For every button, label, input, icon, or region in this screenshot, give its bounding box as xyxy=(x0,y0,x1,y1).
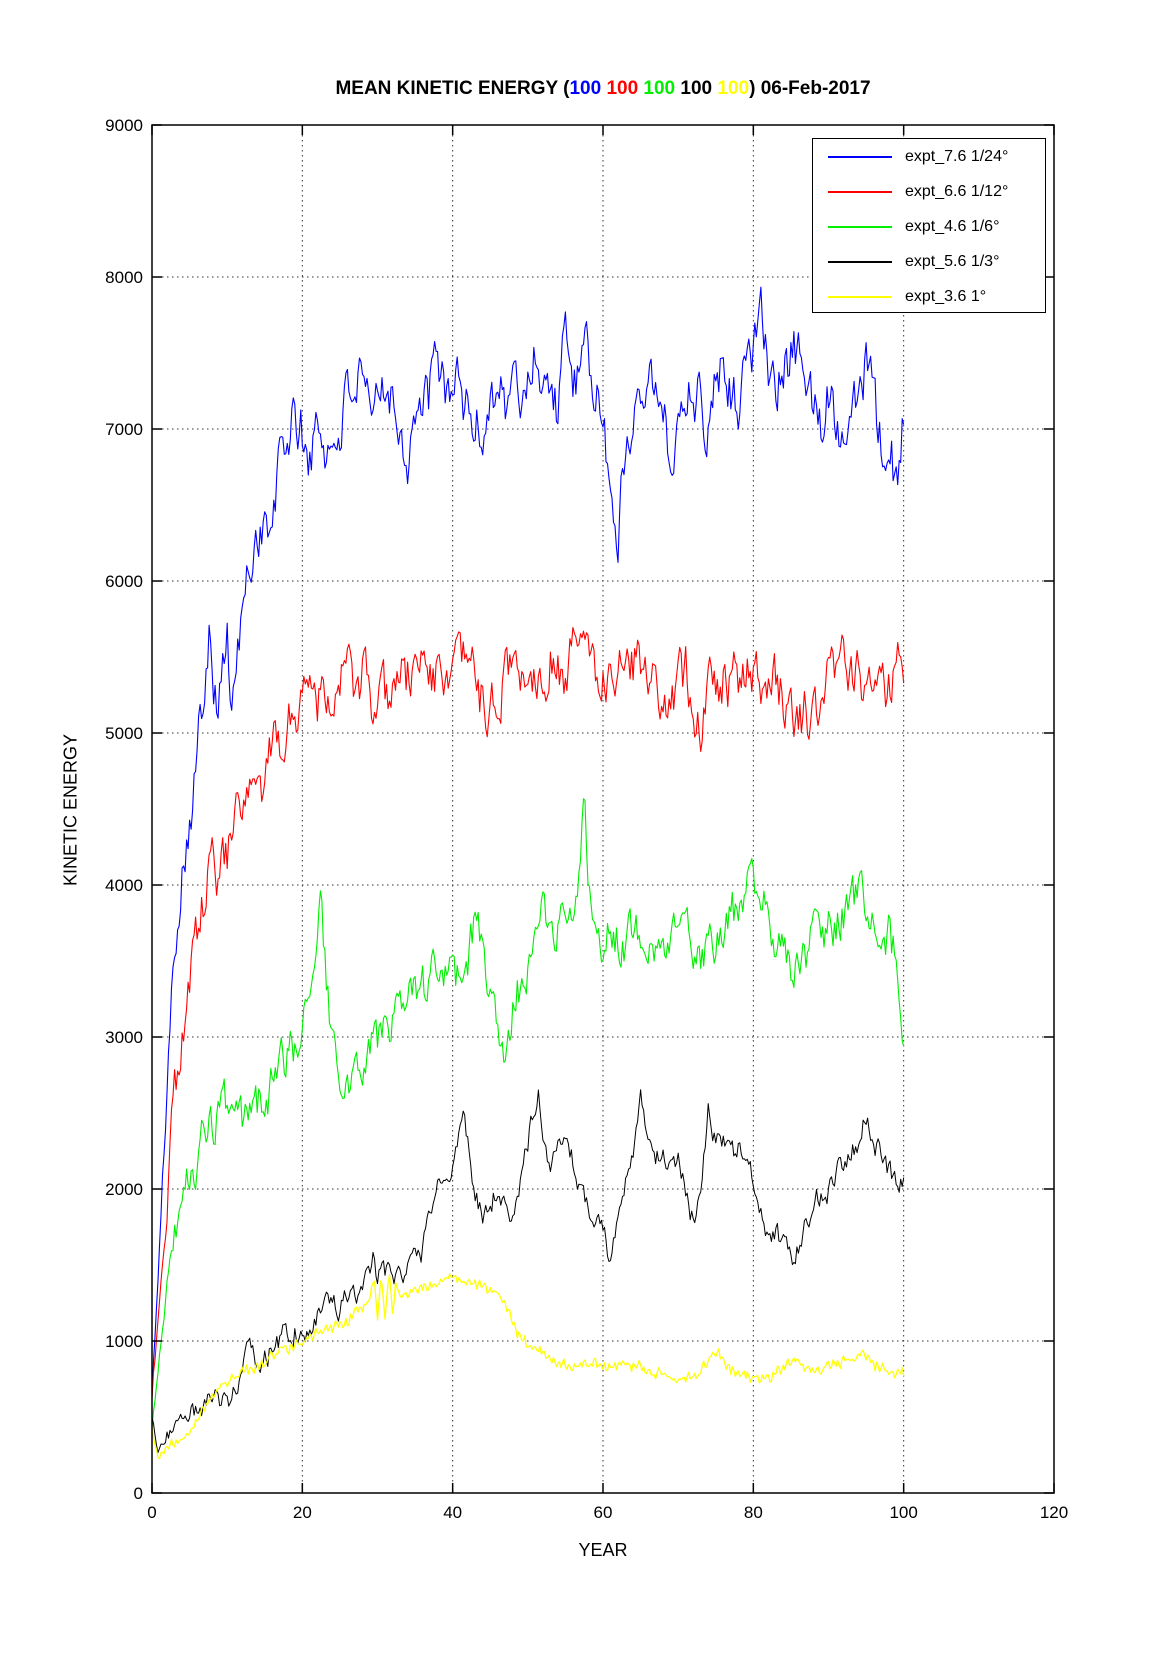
title-segment: 100 xyxy=(717,78,750,99)
chart-title: MEAN KINETIC ENERGY (100 100 100 100 100… xyxy=(152,78,1054,100)
legend-line-sample xyxy=(828,225,892,228)
legend-label: expt_4.6 1/6° xyxy=(905,217,1000,235)
title-segment: MEAN KINETIC ENERGY ( xyxy=(335,78,570,99)
legend-label: expt_7.6 1/24° xyxy=(905,147,1009,165)
series-line-expt_3.6 xyxy=(151,1273,905,1460)
legend-label: expt_6.6 1/12° xyxy=(905,182,1009,200)
legend-line-sample xyxy=(828,295,892,298)
legend-item: expt_4.6 1/6° xyxy=(813,209,1045,244)
title-segment: 100 xyxy=(643,78,676,99)
legend-label: expt_5.6 1/3° xyxy=(905,252,1000,270)
legend-label: expt_3.6 1° xyxy=(905,287,987,305)
title-segment: 100 xyxy=(569,78,602,99)
series-line-expt_5.6 xyxy=(151,1089,905,1453)
legend-item: expt_7.6 1/24° xyxy=(813,139,1045,174)
title-segment: 100 xyxy=(680,78,713,99)
legend-item: expt_3.6 1° xyxy=(813,279,1045,314)
series-line-expt_6.6 xyxy=(151,626,905,1399)
legend-line-sample xyxy=(828,260,892,263)
title-segment: 100 xyxy=(606,78,639,99)
series-line-expt_7.6 xyxy=(151,286,905,1392)
x-axis-label: YEAR xyxy=(578,1540,628,1560)
legend-line-sample xyxy=(828,155,892,158)
title-segment: ) 06-Feb-2017 xyxy=(749,78,871,99)
legend: expt_7.6 1/24° expt_6.6 1/12° expt_4.6 1/6… xyxy=(812,138,1046,313)
legend-item: expt_5.6 1/3° xyxy=(813,244,1045,279)
legend-item: expt_6.6 1/12° xyxy=(813,174,1045,209)
legend-line-sample xyxy=(828,190,892,193)
series-line-expt_4.6 xyxy=(151,798,905,1428)
